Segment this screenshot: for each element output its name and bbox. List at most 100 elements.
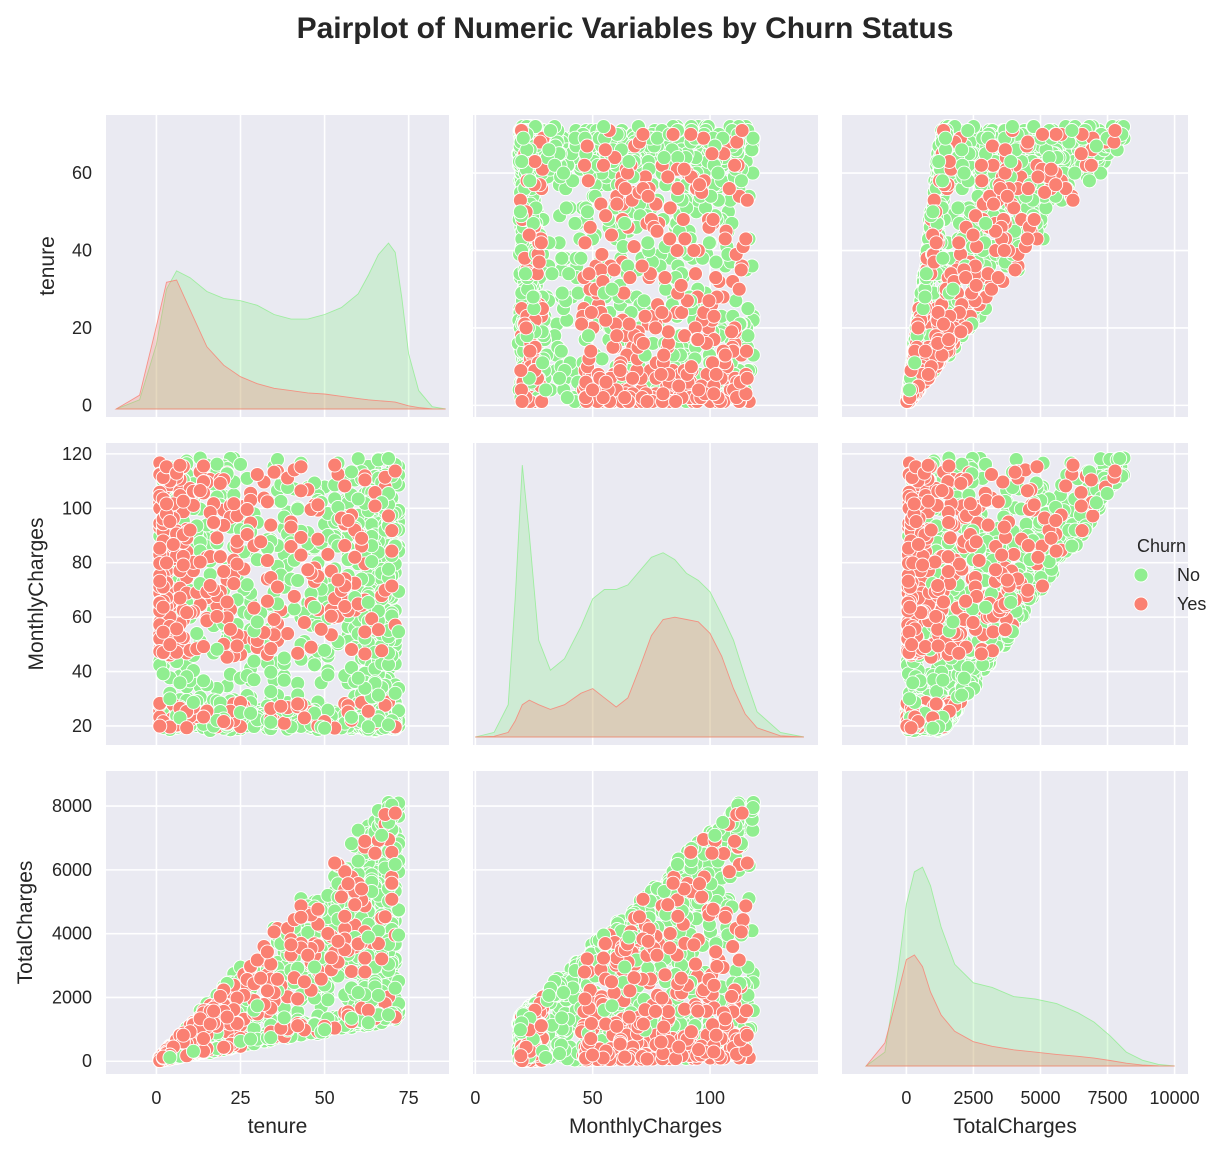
point-yes xyxy=(953,324,969,340)
point-yes xyxy=(1065,192,1081,208)
point-yes xyxy=(606,262,622,278)
point-yes xyxy=(677,328,693,344)
point-yes xyxy=(226,576,242,592)
point-yes xyxy=(370,622,386,638)
point-yes xyxy=(1083,157,1099,173)
point-yes xyxy=(634,258,650,274)
point-yes xyxy=(637,308,653,324)
point-yes xyxy=(999,188,1015,204)
point-yes xyxy=(984,138,1000,154)
point-no xyxy=(543,123,558,138)
point-yes xyxy=(649,223,665,239)
point-yes xyxy=(169,621,185,637)
point-yes xyxy=(965,227,981,243)
point-no xyxy=(960,123,976,138)
point-yes xyxy=(910,320,926,336)
point-yes xyxy=(219,594,235,610)
point-yes xyxy=(739,370,755,386)
point-no xyxy=(517,266,533,282)
point-yes xyxy=(266,612,282,627)
point-yes xyxy=(286,588,302,604)
point-yes xyxy=(731,281,747,297)
point-yes xyxy=(276,715,292,731)
point-yes xyxy=(296,615,312,630)
point-yes xyxy=(179,720,195,736)
point-yes xyxy=(986,196,1001,212)
point-no xyxy=(317,642,333,658)
point-yes xyxy=(996,243,1012,258)
point-yes xyxy=(691,382,707,398)
point-yes xyxy=(337,538,353,554)
point-yes xyxy=(951,235,967,251)
point-yes xyxy=(165,537,181,552)
point-yes xyxy=(621,316,637,332)
panel-MonthlyCharges-vs-TotalCharges xyxy=(842,443,1188,745)
point-yes xyxy=(692,177,707,193)
point-yes xyxy=(677,231,693,247)
point-yes xyxy=(518,320,534,336)
point-yes xyxy=(739,343,754,359)
point-yes xyxy=(675,212,691,227)
point-yes xyxy=(917,343,933,359)
point-no xyxy=(640,235,656,251)
point-no xyxy=(559,390,575,406)
panel-grid xyxy=(106,115,1188,1074)
point-no xyxy=(621,154,637,169)
point-yes xyxy=(665,126,681,142)
point-yes xyxy=(660,324,676,340)
point-yes xyxy=(657,270,673,286)
point-yes xyxy=(705,212,721,227)
point-yes xyxy=(310,497,326,513)
point-no xyxy=(740,301,756,317)
point-yes xyxy=(521,227,537,243)
point-no xyxy=(902,382,917,398)
point-no xyxy=(954,142,970,158)
point-yes xyxy=(522,343,538,359)
point-yes xyxy=(1007,262,1023,278)
point-no xyxy=(196,673,211,689)
panel-MonthlyCharges-vs-MonthlyCharges xyxy=(473,443,818,745)
point-no xyxy=(552,370,567,386)
point-yes xyxy=(290,645,306,661)
point-no xyxy=(1081,173,1097,189)
point-no xyxy=(263,684,279,700)
point-no xyxy=(370,687,386,703)
point-yes xyxy=(1048,126,1064,142)
point-no xyxy=(364,554,380,570)
point-yes xyxy=(706,386,722,402)
point-yes xyxy=(310,531,326,547)
point-yes xyxy=(670,181,686,197)
point-yes xyxy=(229,638,245,654)
point-yes xyxy=(162,514,178,530)
point-yes xyxy=(280,626,296,642)
point-yes xyxy=(598,208,614,224)
kde-yes xyxy=(114,279,446,410)
point-yes xyxy=(327,457,343,473)
point-yes xyxy=(226,496,242,512)
point-yes xyxy=(625,370,641,386)
point-yes xyxy=(212,549,228,565)
point-yes xyxy=(683,126,699,142)
point-no xyxy=(554,285,570,301)
point-yes xyxy=(374,643,390,659)
point-no xyxy=(561,266,577,282)
point-yes xyxy=(514,394,530,409)
point-yes xyxy=(387,463,403,479)
point-no xyxy=(320,667,336,683)
point-yes xyxy=(155,599,171,615)
point-yes xyxy=(290,696,306,712)
point-yes xyxy=(229,556,245,572)
point-yes xyxy=(708,270,724,286)
point-no xyxy=(286,601,302,617)
point-yes xyxy=(357,646,373,662)
point-yes xyxy=(920,366,936,382)
point-yes xyxy=(686,243,702,258)
point-yes xyxy=(192,483,208,499)
point-yes xyxy=(721,181,737,197)
point-yes xyxy=(162,637,178,653)
point-no xyxy=(541,142,557,158)
point-yes xyxy=(293,483,309,499)
point-no xyxy=(522,173,538,189)
point-yes xyxy=(320,546,336,562)
point-yes xyxy=(734,123,750,138)
